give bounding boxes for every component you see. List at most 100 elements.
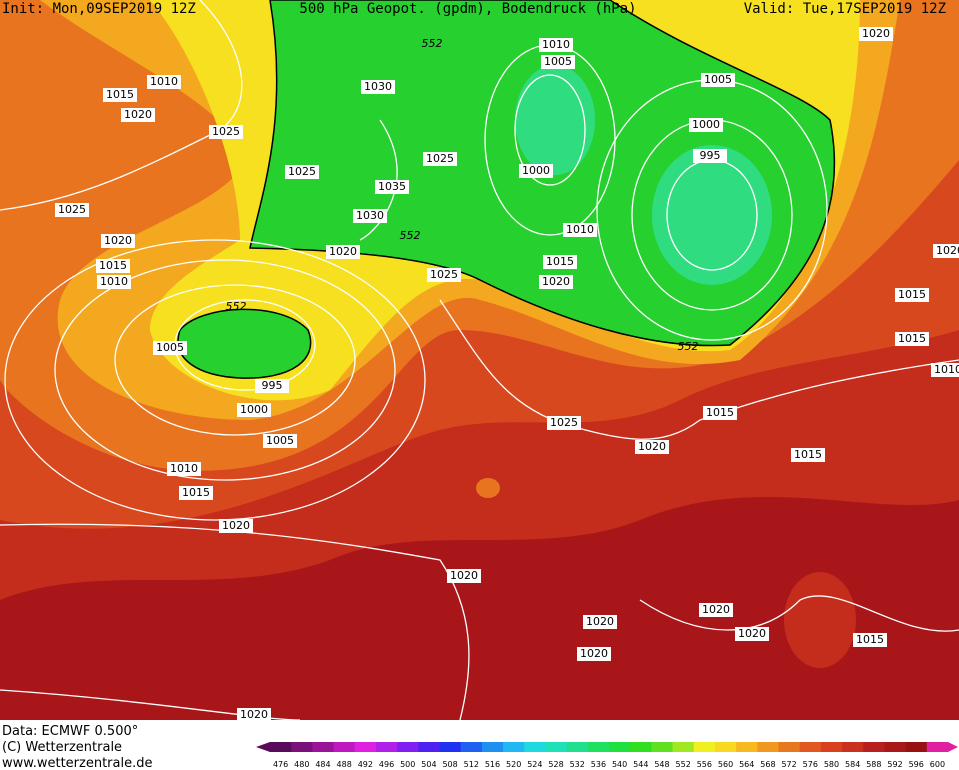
isobar-label: 1020 xyxy=(450,569,478,582)
colorbar-swatch xyxy=(926,742,949,752)
isobar-label-box xyxy=(285,165,319,179)
isobar-label-box xyxy=(255,379,289,393)
colorbar-label: 524 xyxy=(527,760,542,769)
isobar-label: 1010 xyxy=(566,223,594,236)
isobar-label-box xyxy=(791,448,825,462)
isobar-label-box xyxy=(689,118,723,132)
isobar-label-box xyxy=(539,38,573,52)
isobar-label-box xyxy=(519,164,553,178)
isobar-label-box xyxy=(237,708,271,722)
data-source: Data: ECMWF 0.500° xyxy=(2,724,138,739)
isobar-label: 1025 xyxy=(58,203,86,216)
isobar-label: 1020 xyxy=(240,708,268,721)
isobar-label: 1025 xyxy=(212,125,240,138)
isobar-label: 1015 xyxy=(99,259,127,272)
isobar-label-box xyxy=(103,88,137,102)
isobar-label-box xyxy=(375,180,409,194)
isobar-label-box xyxy=(55,203,89,217)
isobar-label: 1000 xyxy=(522,164,550,177)
isobar-label: 1000 xyxy=(692,118,720,131)
map-title: 500 hPa Geopot. (gpdm), Bodendruck (hPa) xyxy=(299,1,636,17)
contour-label: 552 xyxy=(226,300,247,313)
isobar-label: 995 xyxy=(262,379,283,392)
isobar-label: 1020 xyxy=(104,234,132,247)
colorbar-swatch xyxy=(587,742,610,752)
colorbar-end xyxy=(948,742,958,752)
colorbar-swatch xyxy=(651,742,674,752)
isobar-label-box xyxy=(895,332,929,346)
isobar-label-box xyxy=(326,245,360,259)
isobar-labels: 1010 1005 552 1030 1010 1015 1020 1025 1005 1000 9… xyxy=(55,27,959,722)
colorbar-label: 480 xyxy=(294,760,309,769)
colorbar-label: 568 xyxy=(760,760,775,769)
isobar-label-box xyxy=(147,75,181,89)
isobar-label-box xyxy=(179,486,213,500)
isobar-label-box xyxy=(853,633,887,647)
isobar-label-box xyxy=(423,152,457,166)
colorbar-label: 560 xyxy=(718,760,733,769)
isobar-label: 1030 xyxy=(364,80,392,93)
isobar-label-box xyxy=(635,440,669,454)
isobar-label-box xyxy=(701,73,735,87)
isobar-label-box xyxy=(859,27,893,41)
contour-label: 552 xyxy=(400,229,421,242)
colorbar-swatch xyxy=(842,742,864,752)
isobar-label: 995 xyxy=(700,149,721,162)
colorbar-swatch xyxy=(312,742,335,752)
isobar-label-box xyxy=(101,234,135,248)
colorbar-swatch xyxy=(439,742,462,752)
colorbar-swatch xyxy=(566,742,589,752)
isobar-label-box xyxy=(543,255,577,269)
isobar-label: 1015 xyxy=(546,255,574,268)
field-spot xyxy=(784,572,856,668)
isobar-label-box xyxy=(427,268,461,282)
isobar-label: 1020 xyxy=(586,615,614,628)
colorbar-swatch xyxy=(609,742,631,752)
isobar-label: 1005 xyxy=(156,341,184,354)
website: www.wetterzentrale.de xyxy=(2,756,152,770)
colorbar-swatch xyxy=(545,742,568,752)
isobar-label: 1015 xyxy=(182,486,210,499)
isobar-label-box xyxy=(583,615,617,629)
isobar-label-box xyxy=(577,647,611,661)
isobar-label: 1015 xyxy=(898,288,926,301)
isobar-label: 1020 xyxy=(580,647,608,660)
copyright: (C) Wetterzentrale xyxy=(2,740,122,755)
isobar-label-box xyxy=(361,80,395,94)
isobar-label: 1025 xyxy=(426,152,454,165)
isobar-label-box xyxy=(539,275,573,289)
colorbar-label: 512 xyxy=(464,760,479,769)
isobar-label: 1025 xyxy=(288,165,316,178)
isobar-label: 1010 xyxy=(150,75,178,88)
colorbar-label: 536 xyxy=(591,760,606,769)
colorbar-label: 476 xyxy=(273,760,288,769)
isobar-label-box xyxy=(699,603,733,617)
colorbar-label: 596 xyxy=(909,760,924,769)
colorbar: 476 480 484 488 492 496 500 504 508 512 516 520 524 5… xyxy=(256,742,958,769)
isobar-label: 1020 xyxy=(738,627,766,640)
isobar-label: 1020 xyxy=(124,108,152,121)
isobar-label: 1010 xyxy=(542,38,570,51)
isobar-label: 1015 xyxy=(106,88,134,101)
isobar-label: 1000 xyxy=(240,403,268,416)
isobar-label-box xyxy=(97,275,131,289)
isobar-label: 1015 xyxy=(856,633,884,646)
colorbar-swatch xyxy=(714,742,737,752)
colorbar-swatch xyxy=(270,742,292,752)
isobar-label: 1035 xyxy=(378,180,406,193)
colorbar-label: 552 xyxy=(676,760,691,769)
colorbar-swatch xyxy=(736,742,758,752)
colorbar-label: 520 xyxy=(506,760,521,769)
isobar-label-box xyxy=(219,519,253,533)
colorbar-label: 500 xyxy=(400,760,415,769)
isobar-label-box xyxy=(895,288,929,302)
isobar-label-box xyxy=(353,209,387,223)
colorbar-swatch xyxy=(524,742,546,752)
colorbar-swatch xyxy=(291,742,313,752)
field-spot xyxy=(476,478,500,498)
isobar-label: 1015 xyxy=(706,406,734,419)
isobar-label-box xyxy=(237,403,271,417)
colorbar-label: 508 xyxy=(442,760,457,769)
